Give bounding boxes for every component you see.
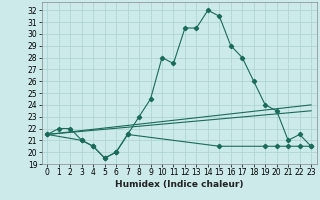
X-axis label: Humidex (Indice chaleur): Humidex (Indice chaleur) [115, 180, 244, 189]
